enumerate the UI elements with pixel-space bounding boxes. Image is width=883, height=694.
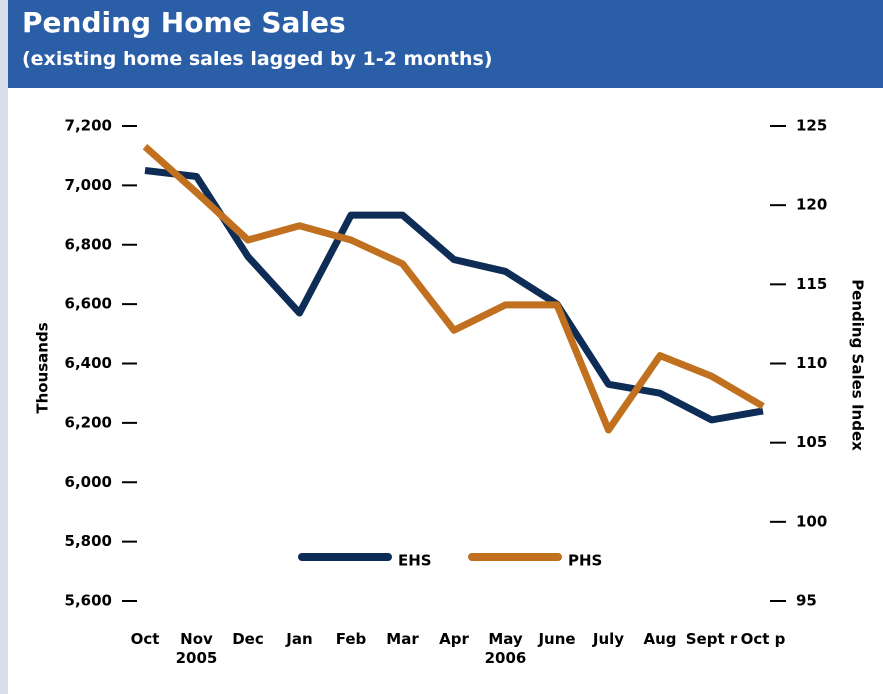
x-tick-label: Nov 2005 — [175, 630, 218, 667]
legend-label: PHS — [568, 552, 602, 570]
y-axis-title: Thousands — [34, 322, 52, 413]
x-tick-label: Jan — [286, 630, 313, 648]
legend-label: EHS — [398, 552, 432, 570]
x-tick-label: Feb — [335, 630, 367, 648]
y-tick-label: 6,800 — [65, 235, 112, 253]
y-tick-label: 5,600 — [65, 592, 112, 610]
x-tick-label: Mar — [386, 630, 419, 648]
x-tick-label: May 2006 — [484, 630, 527, 667]
x-tick-label: Dec — [232, 630, 264, 648]
series-line — [144, 167, 764, 424]
y2-tick-label: 125 — [796, 117, 827, 135]
y-tick-label: 6,200 — [65, 413, 112, 431]
y-tick-label: 6,400 — [65, 354, 112, 372]
y2-tick-label: 100 — [796, 512, 827, 530]
y-tick-label: 7,000 — [65, 176, 112, 194]
x-tick-label: Sept r — [685, 630, 738, 648]
y-tick-label: 5,800 — [65, 532, 112, 550]
chart-subtitle: (existing home sales lagged by 1-2 month… — [22, 48, 493, 70]
x-tick-label: Aug — [643, 630, 677, 648]
chart-title: Pending Home Sales — [22, 6, 346, 39]
x-tick-label: Oct — [130, 630, 160, 648]
x-tick-label: July — [592, 630, 625, 648]
x-tick-label: Oct p — [740, 630, 786, 648]
y2-tick-label: 115 — [796, 275, 827, 293]
y2-tick-label: 110 — [796, 354, 827, 372]
y2-axis-title: Pending Sales Index — [849, 279, 867, 451]
y2-tick-label: 120 — [796, 196, 827, 214]
y2-tick-label: 95 — [796, 592, 817, 610]
x-tick-label: Apr — [439, 630, 469, 648]
y-tick-label: 6,000 — [65, 473, 112, 491]
y-tick-label: 7,200 — [65, 117, 112, 135]
y2-tick-label: 105 — [796, 433, 827, 451]
series-line — [142, 143, 765, 434]
header: Pending Home Sales (existing home sales … — [8, 0, 883, 88]
x-tick-label: June — [538, 630, 576, 648]
y-tick-label: 6,600 — [65, 295, 112, 313]
